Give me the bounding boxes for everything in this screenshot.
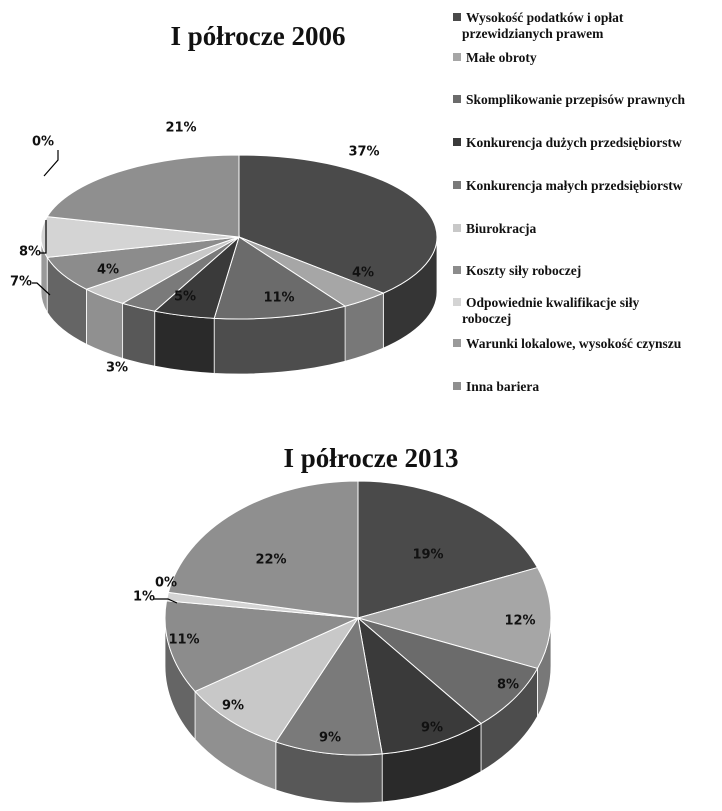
data-label-1: 12% bbox=[504, 614, 535, 629]
legend-label-5: Biurokracja bbox=[466, 221, 536, 236]
legend-label-4: Konkurencja małych przedsiębiorstw bbox=[466, 178, 683, 193]
pie-slice-2 bbox=[357, 617, 539, 725]
legend-swatch-0 bbox=[453, 13, 461, 21]
data-label-2: 11% bbox=[263, 291, 294, 306]
legend-swatch-6 bbox=[453, 266, 461, 274]
legend-swatch-1 bbox=[453, 53, 461, 61]
leader-line-6 bbox=[32, 282, 51, 296]
data-label-7: 8% bbox=[19, 245, 41, 260]
legend-label-3: Konkurencja dużych przedsiębiorstw bbox=[466, 135, 682, 150]
pie-slice-3 bbox=[357, 616, 482, 755]
legend-swatch-7 bbox=[453, 298, 461, 306]
legend-swatch-5 bbox=[453, 224, 461, 232]
legend-item-1: Małe obroty bbox=[453, 50, 537, 65]
pie-slice-7 bbox=[40, 216, 240, 258]
legend-label-0: Wysokość podatków i opłat bbox=[466, 10, 624, 25]
data-label-0: 19% bbox=[412, 548, 443, 563]
legend-swatch-4 bbox=[453, 181, 461, 189]
data-label-2: 8% bbox=[497, 678, 519, 693]
legend-item-4: Konkurencja małych przedsiębiorstw bbox=[453, 178, 683, 193]
pie-slice-2 bbox=[213, 236, 347, 320]
data-label-9: 22% bbox=[255, 553, 286, 568]
leader-lines bbox=[32, 150, 59, 296]
pie-slice-9 bbox=[167, 480, 359, 619]
data-label-5: 4% bbox=[97, 263, 119, 278]
data-label-8: 0% bbox=[155, 576, 177, 591]
leader-lines bbox=[154, 598, 178, 604]
pie-slice-6 bbox=[164, 600, 360, 693]
chart-title-2006: I półrocze 2006 bbox=[171, 21, 346, 51]
pie-chart-2013: 19% 12% 8% 9% 9% 9% 11% 1%0% 22% bbox=[133, 480, 552, 804]
pie-slice-0 bbox=[357, 480, 539, 619]
legend-label-1: Małe obroty bbox=[466, 50, 537, 65]
pie-slice-1 bbox=[356, 566, 552, 670]
pie-slices bbox=[164, 480, 552, 756]
legend-label-7: Odpowiednie kwalifikacje siły bbox=[466, 295, 640, 310]
data-label-6: 7% bbox=[10, 275, 32, 290]
data-label-9: 21% bbox=[165, 121, 196, 136]
pie-sides bbox=[40, 236, 438, 375]
legend-label-7-line2: roboczej bbox=[462, 311, 511, 326]
legend-swatch-9 bbox=[453, 382, 461, 390]
legend-swatch-3 bbox=[453, 138, 461, 146]
legend-label-9: Inna bariera bbox=[466, 379, 539, 394]
legend-label-6: Koszty siły roboczej bbox=[466, 263, 581, 278]
data-label-4: 3% bbox=[106, 361, 128, 376]
data-label-1: 4% bbox=[352, 266, 374, 281]
data-labels: 19% 12% 8% 9% 9% 9% 11% 1%0% 22% bbox=[133, 548, 536, 746]
leader-line-7 bbox=[40, 220, 47, 254]
pie-sides bbox=[164, 617, 552, 804]
legend-item-5: Biurokracja bbox=[453, 221, 536, 236]
data-label-0: 37% bbox=[348, 145, 379, 160]
data-label-5: 9% bbox=[222, 699, 244, 714]
pie-slice-4 bbox=[275, 616, 383, 756]
legend-item-6: Koszty siły roboczej bbox=[453, 263, 581, 278]
legend-label-2: Skomplikowanie przepisów prawnych bbox=[466, 92, 686, 107]
data-label-7: 1% bbox=[133, 590, 155, 605]
legend-label-0-line2: przewidzianych prawem bbox=[462, 26, 604, 41]
legend-item-3: Konkurencja dużych przedsiębiorstw bbox=[453, 135, 682, 150]
pie-slice-5 bbox=[194, 616, 360, 743]
legend-item-8: Warunki lokalowe, wysokość czynszu bbox=[453, 336, 682, 351]
pie-slices bbox=[40, 154, 438, 320]
leader-line-7 bbox=[154, 598, 178, 604]
pie-side-3 bbox=[154, 310, 215, 374]
pie-chart-2006: 37% 4% 11% 5% 3% 4% 7% 8% 0% 21% bbox=[10, 121, 438, 376]
pie-side-4 bbox=[122, 302, 156, 367]
data-label-3: 5% bbox=[174, 290, 196, 305]
chart-title-2013: I półrocze 2013 bbox=[284, 443, 459, 473]
data-label-6: 11% bbox=[168, 633, 199, 648]
pie-slice-9 bbox=[46, 154, 240, 238]
legend-label-8: Warunki lokalowe, wysokość czynszu bbox=[466, 336, 682, 351]
pie-slice-0 bbox=[238, 154, 438, 294]
data-label-4: 9% bbox=[319, 731, 341, 746]
legend-swatch-2 bbox=[453, 95, 461, 103]
legend: Wysokość podatków i opłatprzewidzianych … bbox=[453, 10, 686, 394]
data-label-8: 0% bbox=[32, 135, 54, 150]
data-labels: 37% 4% 11% 5% 3% 4% 7% 8% 0% 21% bbox=[10, 121, 380, 376]
data-label-3: 9% bbox=[421, 721, 443, 736]
legend-swatch-8 bbox=[453, 339, 461, 347]
legend-item-2: Skomplikowanie przepisów prawnych bbox=[453, 92, 686, 107]
leader-line-8 bbox=[43, 150, 59, 177]
legend-item-9: Inna bariera bbox=[453, 379, 539, 394]
legend-item-0: Wysokość podatków i opłatprzewidzianych … bbox=[453, 10, 624, 41]
